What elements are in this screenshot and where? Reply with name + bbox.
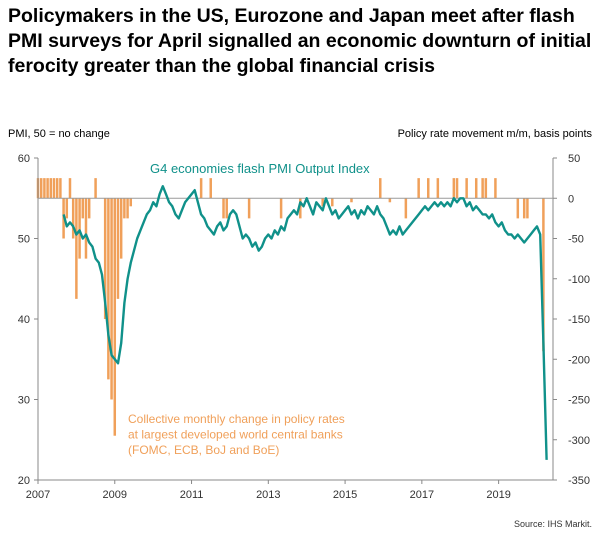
right-tick-label: 0 [568,193,574,205]
policy-rate-bar [46,178,49,199]
policy-rate-bar [481,178,484,199]
policy-rate-bar [110,198,113,400]
policy-rate-bar [55,178,59,199]
policy-rate-bar [113,198,117,436]
policy-rate-bar [87,198,91,219]
policy-rate-bar [465,178,468,199]
policy-rate-bar [75,198,78,299]
policy-rate-bar [107,198,110,380]
chart-title: Policymakers in the US, Eurozone and Jap… [8,5,592,77]
pmi-line-group [62,185,548,460]
right-axis-label: Policy rate movement m/m, basis points [397,128,592,140]
policy-rate-series-label: Collective monthly change in policy rate… [128,412,345,426]
policy-rate-bar [84,198,88,259]
policy-rate-bar [436,178,440,199]
policy-rate-bar [542,198,545,352]
policy-rate-bar [417,178,420,199]
right-tick-label: -50 [568,234,584,246]
policy-rate-bar [516,198,520,219]
policy-rate-bar [119,198,123,259]
left-tick-label: 40 [18,314,30,326]
policy-rate-bar [199,178,203,199]
x-tick-label: 2009 [103,489,127,501]
policy-rate-bar [299,198,302,219]
right-tick-label: -200 [568,354,590,366]
x-tick-label: 2017 [410,489,434,501]
right-tick-label: -350 [568,475,590,487]
policy-rate-bar [494,178,497,199]
x-tick-label: 2019 [486,489,510,501]
policy-rate-bar [209,178,212,199]
policy-rate-bar [222,198,225,219]
policy-rate-bar [39,178,43,199]
policy-rate-bar [78,198,81,259]
pmi-series-label: G4 economies flash PMI Output Index [150,161,370,176]
policy-rate-bar [52,178,56,199]
policy-rate-bar [427,178,430,199]
policy-rate-bar [404,198,408,219]
policy-rate-bar [65,198,69,219]
x-tick-label: 2015 [333,489,357,501]
policy-rate-bar [379,178,382,199]
left-tick-label: 50 [18,234,30,246]
policy-rate-bar [452,178,456,199]
policy-rate-bar [49,178,53,199]
right-tick-label: -250 [568,395,590,407]
policy-rate-bar [279,198,283,219]
series-annotations: G4 economies flash PMI Output Index Colle… [128,161,370,457]
policy-rate-bar [388,198,392,203]
pmi-line [62,185,548,460]
policy-rate-bar [526,198,529,219]
x-tick-label: 2007 [26,489,50,501]
right-tick-label: -300 [568,435,590,447]
policy-rate-bars [36,178,545,436]
policy-rate-bar [522,198,526,219]
policy-rate-bar [331,198,334,207]
policy-rate-bar [321,198,324,207]
policy-rate-bar [129,198,133,207]
policy-rate-bar [126,198,129,219]
policy-rate-bar [59,178,62,199]
right-tick-label: -100 [568,274,590,286]
policy-rate-bar [81,198,85,219]
policy-rate-bar [116,198,120,299]
policy-rate-bar [455,178,459,199]
left-tick-label: 20 [18,475,30,487]
x-tick-label: 2011 [180,489,204,501]
policy-rate-bar [484,178,488,199]
tick-labels: 20 30 40 50 60 50 0 -50 -100 -150 -200 -250 -300 -350… [18,153,590,501]
policy-rate-bar [247,198,251,219]
policy-rate-bar [474,178,478,199]
chart-axes [34,157,557,484]
x-tick-label: 2013 [256,489,280,501]
left-axis-label: PMI, 50 = no change [8,128,110,140]
policy-rate-series-label: at largest developed world central banks [128,428,343,442]
policy-rate-bar [43,178,46,199]
policy-rate-bar [103,198,107,319]
source-note: Source: IHS Markit. [513,519,592,529]
policy-rate-bar [68,178,72,199]
right-tick-label: 50 [568,153,580,165]
policy-rate-bar [123,198,126,219]
policy-rate-bar [350,198,353,203]
right-tick-label: -150 [568,314,590,326]
policy-rate-bar [225,198,228,219]
left-tick-label: 60 [18,153,30,165]
left-tick-label: 30 [18,395,30,407]
policy-rate-series-label: (FOMC, ECB, BoJ and BoE) [128,443,279,457]
policy-rate-bar [94,178,97,199]
policy-rate-bar [71,198,75,239]
